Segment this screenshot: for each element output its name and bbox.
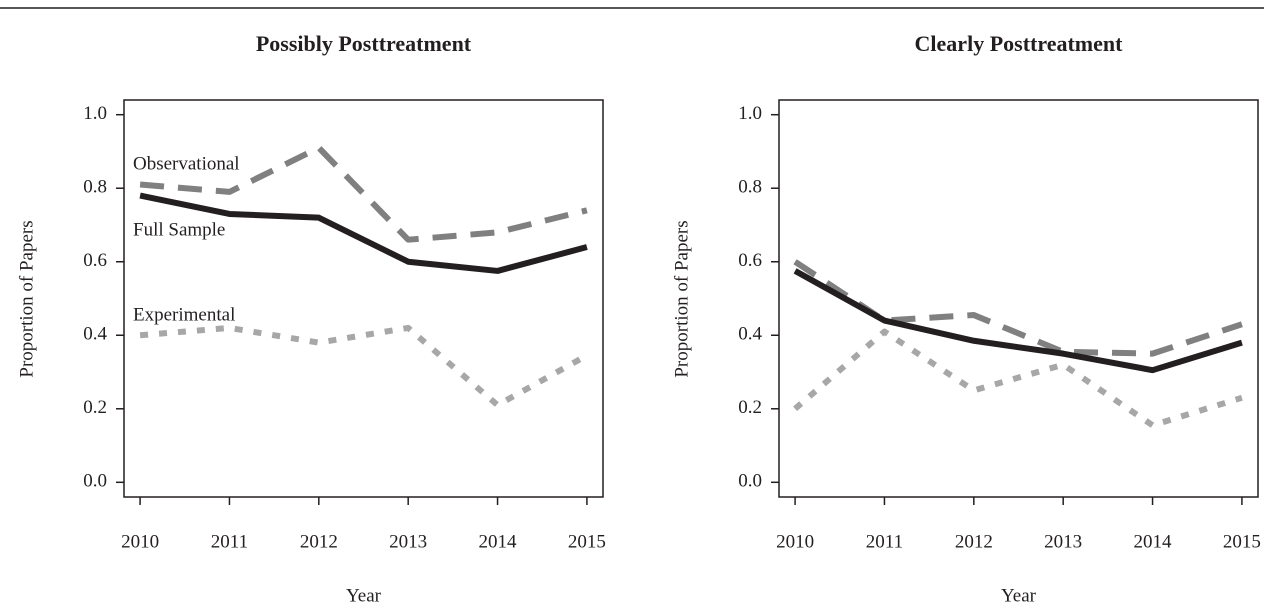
panel: Clearly Posttreatment Year Proportion of P… — [671, 31, 1261, 606]
x-axis-label: Year — [1001, 585, 1037, 606]
x-axis-label: Year — [346, 585, 382, 606]
x-tick-label: 2015 — [1223, 531, 1261, 552]
series-line — [139, 144, 588, 243]
series-line — [139, 324, 589, 409]
panel: Possibly Posttreatment Year Proportion of … — [16, 31, 606, 606]
y-tick-label: 0.6 — [738, 250, 762, 271]
x-tick-label: 2010 — [121, 531, 159, 552]
x-tick-label: 2012 — [300, 531, 338, 552]
y-tick-label: 0.4 — [83, 324, 107, 345]
series-label: Full Sample — [133, 219, 225, 240]
y-tick-label: 0.4 — [738, 324, 762, 345]
y-tick-label: 0.8 — [83, 177, 107, 198]
series-line — [139, 192, 588, 274]
y-tick-label: 0.6 — [83, 250, 107, 271]
x-tick-label: 2015 — [568, 531, 606, 552]
series-line — [793, 328, 1243, 429]
x-tick-label: 2011 — [866, 531, 903, 552]
y-tick-label: 0.2 — [83, 397, 107, 418]
chart-title: Possibly Posttreatment — [256, 31, 472, 56]
y-tick-label: 0.0 — [83, 471, 107, 492]
series-label: Experimental — [133, 304, 235, 325]
series-label: Observational — [133, 153, 240, 174]
x-tick-label: 2014 — [1134, 531, 1173, 552]
plot-frame — [778, 99, 1259, 498]
y-tick-label: 1.0 — [83, 103, 107, 124]
chart-title: Clearly Posttreatment — [915, 31, 1124, 56]
y-tick-label: 0.8 — [738, 177, 762, 198]
y-tick-label: 1.0 — [738, 103, 762, 124]
y-tick-label: 0.2 — [738, 397, 762, 418]
series-line — [793, 268, 1243, 374]
y-axis-label: Proportion of Papers — [671, 220, 692, 377]
x-tick-label: 2013 — [389, 531, 427, 552]
x-tick-label: 2011 — [211, 531, 248, 552]
plot-frame — [123, 99, 604, 498]
x-tick-label: 2012 — [955, 531, 993, 552]
x-tick-label: 2013 — [1044, 531, 1082, 552]
x-tick-label: 2010 — [776, 531, 814, 552]
y-axis-label: Proportion of Papers — [16, 220, 37, 377]
x-tick-label: 2014 — [479, 531, 518, 552]
y-tick-label: 0.0 — [738, 471, 762, 492]
